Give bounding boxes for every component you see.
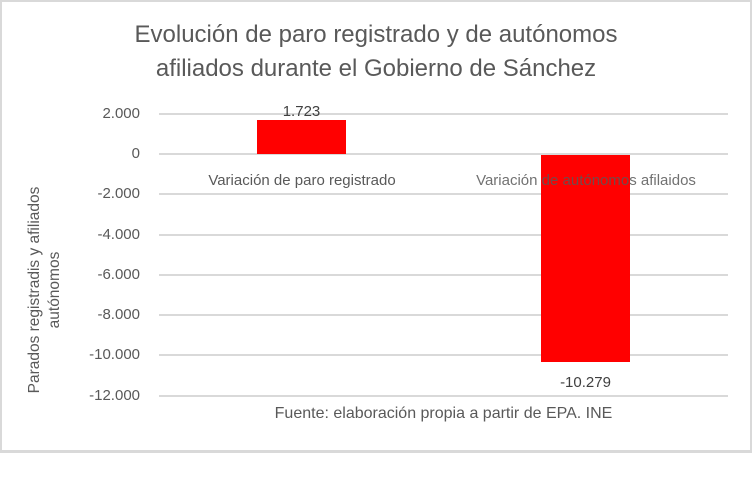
y-axis-title: Parados registradis y afiliados autónomo… [25,90,65,490]
x-axis-title-source: Fuente: elaboración propia a partir de E… [274,405,613,422]
gridline [159,113,728,115]
y-tick: -10.000 [89,346,140,363]
y-tick: -6.000 [97,266,140,283]
y-tick: -12.000 [89,387,140,404]
data-label: 1.723 [282,103,321,120]
y-tick: 0 [131,145,140,162]
bar-autonomos-afiliados[interactable] [541,155,630,362]
gridline-zero [159,153,728,155]
y-tick: -8.000 [97,306,140,323]
gridline [159,395,728,397]
bar-paro-registrado[interactable] [257,120,346,154]
y-tick: 2.000 [102,105,140,122]
data-label: -10.279 [560,374,611,391]
chart-title: Evolución de paro registrado y de autóno… [0,18,752,86]
y-tick: -4.000 [97,226,140,243]
gridline [159,274,728,276]
y-axis-title-line-1: Parados registradis y afiliados [26,186,43,394]
category-label: Variación de autónomos afilaidos [476,172,696,189]
gridline [159,314,728,316]
gridline [159,193,728,195]
gridline [159,234,728,236]
gridline [159,354,728,356]
y-tick: -2.000 [97,185,140,202]
chart-title-line-1: Evolución de paro registrado y de autóno… [134,21,618,48]
chart-title-line-2: afiliados durante el Gobierno de Sánchez [155,55,597,82]
category-label: Variación de paro registrado [208,172,396,189]
